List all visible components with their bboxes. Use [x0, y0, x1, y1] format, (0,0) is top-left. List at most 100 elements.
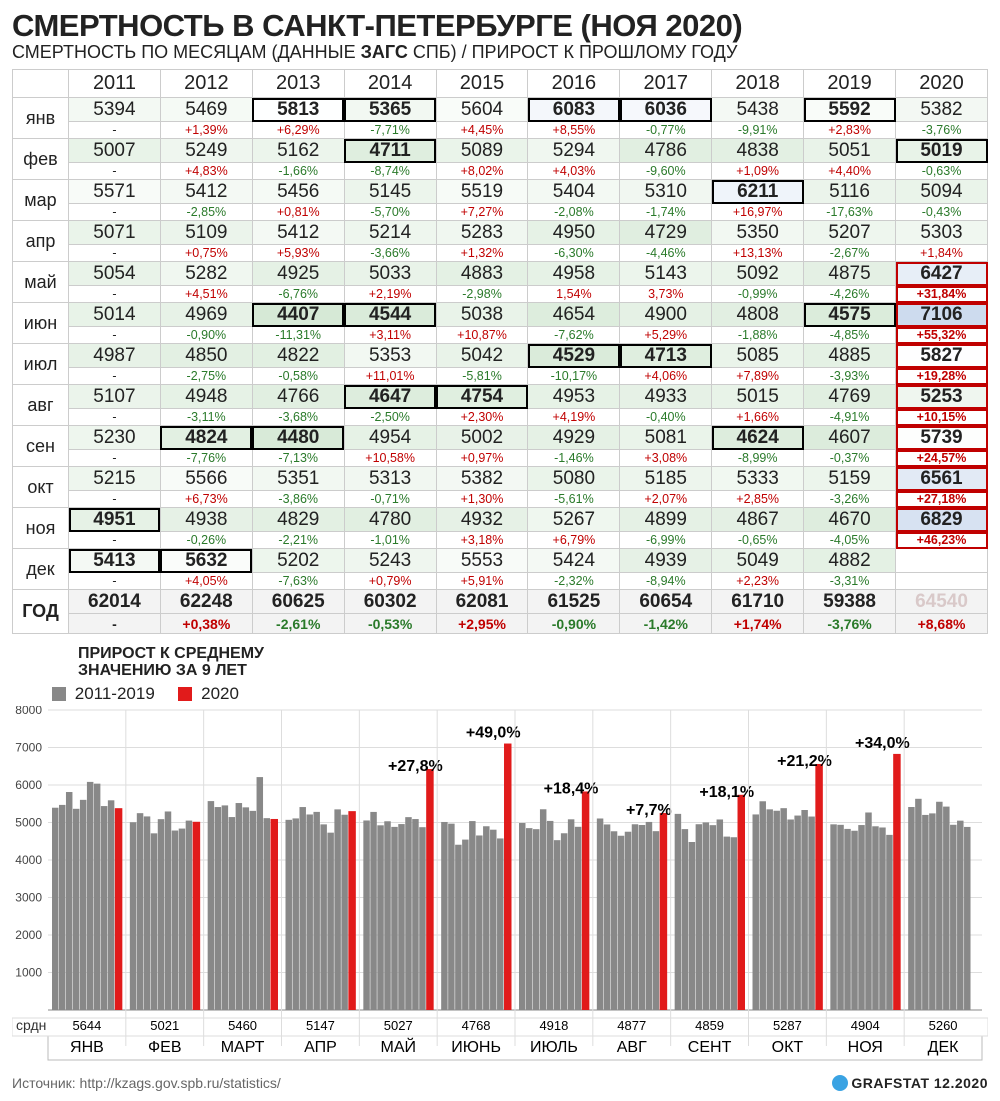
value-cell: 5089 — [436, 139, 528, 163]
svg-text:5460: 5460 — [228, 1018, 257, 1033]
pct-cell: -3,66% — [344, 245, 436, 262]
value-cell: 4822 — [252, 344, 344, 368]
value-cell: 4951 — [69, 508, 161, 532]
pct-cell: +8,02% — [436, 163, 528, 180]
pct-cell: +4,45% — [436, 122, 528, 139]
svg-text:+27,8%: +27,8% — [388, 758, 443, 775]
svg-text:7000: 7000 — [15, 740, 42, 754]
svg-text:4904: 4904 — [851, 1018, 880, 1033]
chart-legend: 2011-2019 2020 — [52, 684, 988, 704]
value-cell: 4948 — [160, 385, 252, 409]
value-cell: 4938 — [160, 508, 252, 532]
value-cell: 5253 — [896, 385, 988, 409]
pct-cell: -10,17% — [528, 368, 620, 385]
value-cell: 4933 — [620, 385, 712, 409]
svg-text:АВГ: АВГ — [617, 1039, 647, 1056]
pct-cell: - — [69, 532, 161, 549]
value-cell: 5215 — [69, 467, 161, 491]
total-cell: 64540 — [896, 590, 988, 614]
svg-text:1000: 1000 — [15, 965, 42, 979]
value-cell: 5145 — [344, 180, 436, 204]
pct-cell: -2,85% — [160, 204, 252, 221]
month-label: июл — [13, 344, 69, 385]
pct-cell: -4,85% — [804, 327, 896, 344]
pct-cell: -4,26% — [804, 286, 896, 303]
pct-cell: -3,11% — [160, 409, 252, 426]
value-cell: 5353 — [344, 344, 436, 368]
total-pct-cell: - — [69, 614, 161, 634]
value-cell: 5207 — [804, 221, 896, 245]
total-cell: 60302 — [344, 590, 436, 614]
value-cell: 5519 — [436, 180, 528, 204]
total-cell: 62248 — [160, 590, 252, 614]
pct-cell: +4,06% — [620, 368, 712, 385]
svg-text:4000: 4000 — [15, 853, 42, 867]
pct-cell: +5,91% — [436, 573, 528, 590]
pct-cell: - — [69, 573, 161, 590]
pct-cell: +5,29% — [620, 327, 712, 344]
value-cell: 4754 — [436, 385, 528, 409]
total-pct-cell: -0,53% — [344, 614, 436, 634]
svg-text:+21,2%: +21,2% — [777, 753, 832, 770]
svg-text:срдн: срдн — [16, 1017, 46, 1033]
pct-cell: -1,46% — [528, 450, 620, 467]
pct-cell: -5,61% — [528, 491, 620, 508]
pct-cell: +8,55% — [528, 122, 620, 139]
value-cell: 5413 — [69, 549, 161, 573]
value-cell: 5080 — [528, 467, 620, 491]
svg-text:3000: 3000 — [15, 890, 42, 904]
value-cell: 5283 — [436, 221, 528, 245]
svg-text:4859: 4859 — [695, 1018, 724, 1033]
pct-cell: -7,13% — [252, 450, 344, 467]
pct-cell: +2,19% — [344, 286, 436, 303]
value-cell: 6427 — [896, 262, 988, 286]
total-pct-cell: +1,74% — [712, 614, 804, 634]
pct-cell: +4,83% — [160, 163, 252, 180]
value-cell: 5143 — [620, 262, 712, 286]
value-cell: 4808 — [712, 303, 804, 327]
pct-cell: +10,15% — [896, 409, 988, 426]
pct-cell: -2,32% — [528, 573, 620, 590]
value-cell: 5365 — [344, 98, 436, 122]
month-label: июн — [13, 303, 69, 344]
month-label: авг — [13, 385, 69, 426]
pct-cell: +6,79% — [528, 532, 620, 549]
pct-cell: - — [69, 286, 161, 303]
month-label: ноя — [13, 508, 69, 549]
pct-cell: -0,37% — [804, 450, 896, 467]
pct-cell: +1,39% — [160, 122, 252, 139]
value-cell: 5282 — [160, 262, 252, 286]
pct-cell: +0,81% — [252, 204, 344, 221]
pct-cell: - — [69, 204, 161, 221]
pct-cell: - — [69, 122, 161, 139]
pct-cell: - — [69, 163, 161, 180]
value-cell: 5456 — [252, 180, 344, 204]
pct-cell: -4,91% — [804, 409, 896, 426]
value-cell: 4575 — [804, 303, 896, 327]
total-cell: 61525 — [528, 590, 620, 614]
svg-text:5644: 5644 — [72, 1018, 101, 1033]
pct-cell: +1,66% — [712, 409, 804, 426]
value-cell: 5049 — [712, 549, 804, 573]
pct-cell: -0,77% — [620, 122, 712, 139]
pct-cell: - — [69, 491, 161, 508]
pct-cell: -8,99% — [712, 450, 804, 467]
pct-cell: -11,31% — [252, 327, 344, 344]
svg-text:МАЙ: МАЙ — [381, 1037, 417, 1056]
pct-cell: -7,63% — [252, 573, 344, 590]
pct-cell: +7,89% — [712, 368, 804, 385]
pct-cell: +1,32% — [436, 245, 528, 262]
pct-cell: +13,13% — [712, 245, 804, 262]
pct-cell: +3,18% — [436, 532, 528, 549]
pct-cell: -0,43% — [896, 204, 988, 221]
year-header: 2015 — [436, 70, 528, 98]
value-cell: 5382 — [896, 98, 988, 122]
pct-cell: -0,40% — [620, 409, 712, 426]
value-cell: 4885 — [804, 344, 896, 368]
value-cell: 5827 — [896, 344, 988, 368]
svg-text:ДЕК: ДЕК — [928, 1039, 960, 1056]
value-cell: 7106 — [896, 303, 988, 327]
value-cell: 5382 — [436, 467, 528, 491]
value-cell: 6083 — [528, 98, 620, 122]
pct-cell: +4,03% — [528, 163, 620, 180]
